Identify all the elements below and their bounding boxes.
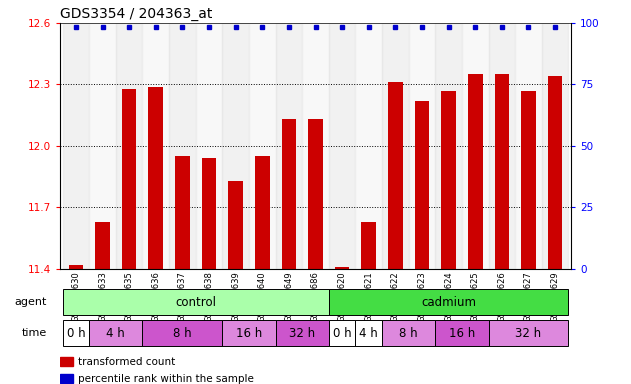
Bar: [69, 265, 83, 269]
Bar: [222, 23, 249, 269]
Bar: [335, 267, 350, 269]
Bar: [521, 91, 536, 269]
Bar: [382, 320, 435, 346]
Text: 4 h: 4 h: [107, 327, 125, 339]
Bar: [329, 320, 355, 346]
Bar: [222, 320, 276, 346]
Bar: [116, 23, 143, 269]
Bar: [175, 156, 190, 269]
Bar: [355, 320, 382, 346]
Bar: [495, 74, 509, 269]
Bar: [276, 23, 302, 269]
Bar: [281, 119, 296, 269]
Text: 32 h: 32 h: [289, 327, 316, 339]
Text: 32 h: 32 h: [516, 327, 541, 339]
Bar: [382, 23, 409, 269]
Bar: [488, 23, 515, 269]
Bar: [60, 374, 73, 383]
Text: percentile rank within the sample: percentile rank within the sample: [78, 374, 254, 384]
Text: GDS3354 / 204363_at: GDS3354 / 204363_at: [60, 7, 212, 21]
Bar: [228, 181, 243, 269]
Bar: [62, 23, 89, 269]
Bar: [89, 320, 143, 346]
Bar: [409, 23, 435, 269]
Text: time: time: [21, 328, 47, 338]
Bar: [255, 156, 269, 269]
Text: 8 h: 8 h: [399, 327, 418, 339]
Bar: [435, 320, 488, 346]
Text: agent: agent: [15, 297, 47, 308]
Text: 8 h: 8 h: [173, 327, 192, 339]
Bar: [60, 357, 73, 366]
Bar: [308, 119, 323, 269]
Bar: [148, 86, 163, 269]
Bar: [329, 290, 569, 315]
Text: 16 h: 16 h: [449, 327, 475, 339]
Text: cadmium: cadmium: [421, 296, 476, 309]
Bar: [542, 23, 569, 269]
Bar: [62, 320, 89, 346]
Bar: [143, 23, 169, 269]
Text: control: control: [175, 296, 216, 309]
Bar: [488, 320, 569, 346]
Bar: [329, 23, 355, 269]
Bar: [169, 23, 196, 269]
Text: 4 h: 4 h: [360, 327, 378, 339]
Bar: [89, 23, 116, 269]
Text: 16 h: 16 h: [236, 327, 262, 339]
Bar: [388, 83, 403, 269]
Bar: [441, 91, 456, 269]
Bar: [548, 76, 562, 269]
Bar: [143, 320, 222, 346]
Bar: [468, 74, 483, 269]
Text: transformed count: transformed count: [78, 356, 175, 367]
Bar: [415, 101, 429, 269]
Bar: [249, 23, 276, 269]
Bar: [462, 23, 488, 269]
Bar: [355, 23, 382, 269]
Text: 0 h: 0 h: [67, 327, 85, 339]
Bar: [362, 222, 376, 269]
Bar: [122, 89, 136, 269]
Text: 0 h: 0 h: [333, 327, 351, 339]
Bar: [435, 23, 462, 269]
Bar: [95, 222, 110, 269]
Bar: [196, 23, 222, 269]
Bar: [276, 320, 329, 346]
Bar: [202, 158, 216, 269]
Bar: [62, 290, 329, 315]
Bar: [515, 23, 542, 269]
Bar: [302, 23, 329, 269]
